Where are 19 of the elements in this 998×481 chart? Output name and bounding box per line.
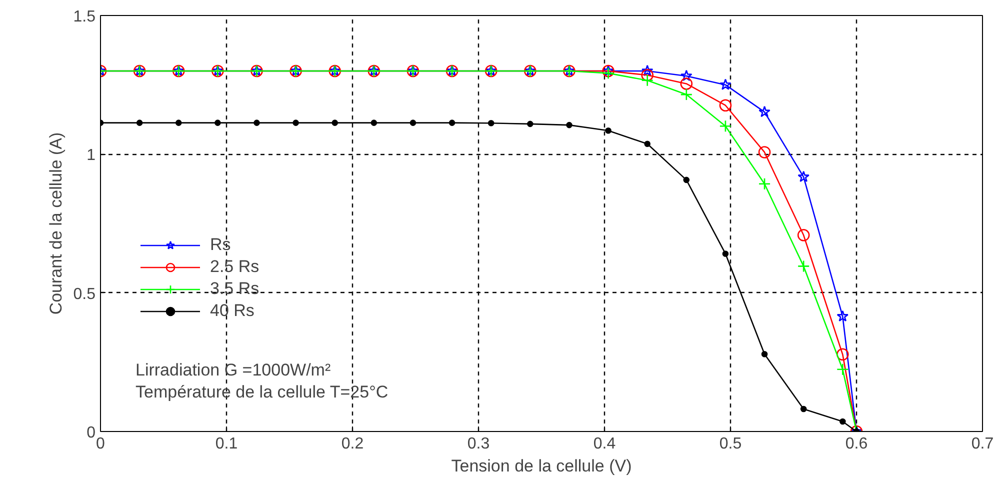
annotation: Lirradiation G =1000W/m²: [136, 360, 331, 380]
legend-label: 40 Rs: [210, 301, 254, 321]
x-tick-label: 0.6: [845, 436, 868, 452]
legend-label: 3.5 Rs: [210, 279, 260, 299]
legend-label: 2.5 Rs: [210, 257, 260, 277]
y-tick-label: 1: [86, 147, 96, 164]
legend-label: Rs: [210, 235, 231, 255]
y-tick-label: 0: [86, 424, 96, 442]
x-tick-label: 0.1: [215, 436, 238, 452]
x-tick-label: 0.4: [593, 436, 616, 452]
y-axis-title: Courant de la cellule (A): [46, 132, 66, 315]
x-tick-label: 0.2: [341, 436, 364, 452]
annotation: Température de la cellule T=25°C: [136, 382, 388, 402]
x-tick-label: 0.3: [467, 436, 490, 452]
y-tick-label: 1.5: [73, 8, 96, 26]
x-tick-label: 0.7: [971, 436, 994, 452]
y-tick-label: 0.5: [73, 286, 96, 303]
x-axis-title: Tension de la cellule (V): [451, 456, 632, 476]
x-tick-label: 0.5: [719, 436, 742, 452]
